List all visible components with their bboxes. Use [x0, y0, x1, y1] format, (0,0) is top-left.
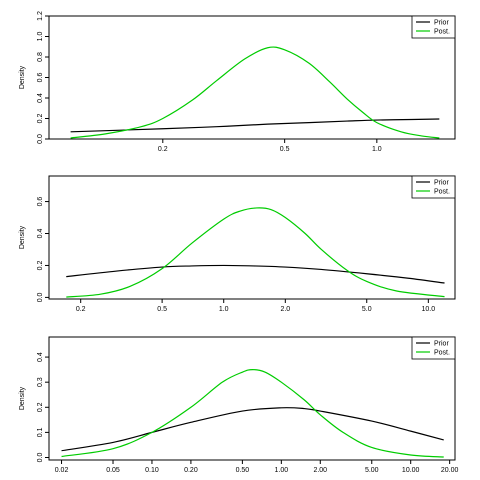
x-tick-label: 1.0 — [372, 146, 382, 153]
x-tick-label: 0.50 — [236, 467, 250, 474]
series-line-prior — [66, 264, 445, 284]
y-tick-label: 0.3 — [37, 377, 44, 387]
y-tick-label: 0.2 — [37, 114, 44, 124]
series-line-prior — [70, 118, 440, 133]
legend-label: Prior — [434, 20, 449, 27]
chart-panel-2: 0.2 0.5 1.0 2.0 5.0 10.0 0.0 0.2 0.4 0.6 Density Pr… — [19, 175, 456, 313]
legend-label: Prior — [434, 341, 449, 348]
x-tick-label: 0.5 — [157, 306, 167, 313]
series-line-post — [61, 369, 444, 458]
y-tick-label: 0.0 — [37, 134, 44, 144]
y-tick-label: 0.6 — [37, 73, 44, 83]
x-tick-label: 0.02 — [55, 467, 69, 474]
y-tick-label: 0.1 — [37, 427, 44, 437]
x-tick-label: 10.00 — [402, 467, 420, 474]
x-tick-label: 20.00 — [441, 467, 459, 474]
x-tick-label: 1.0 — [219, 306, 229, 313]
chart-panel-1: 0.2 0.5 1.0 0.0 0.2 0.4 0.6 0.8 1.0 1.2 Density Pri… — [19, 11, 456, 153]
legend: Prior Post. — [411, 175, 456, 199]
y-tick-label: 0.6 — [37, 197, 44, 207]
y-axis-title: Density — [19, 65, 26, 89]
plot-frame — [48, 15, 456, 140]
x-tick-label: 0.5 — [280, 146, 290, 153]
legend-label: Prior — [434, 180, 449, 187]
y-tick-label: 0.4 — [37, 352, 44, 362]
x-tick-label: 0.05 — [106, 467, 120, 474]
y-tick-label: 0.2 — [37, 402, 44, 412]
legend-label: Post. — [434, 29, 450, 36]
y-tick-label: 0.2 — [37, 260, 44, 270]
y-tick-label: 0.8 — [37, 52, 44, 62]
x-tick-label: 5.00 — [365, 467, 379, 474]
x-tick-label: 1.00 — [275, 467, 289, 474]
chart-panel-3: 0.02 0.05 0.10 0.20 0.50 1.00 2.00 5.00 10.00 20.… — [19, 336, 459, 474]
plot-frame — [48, 336, 456, 461]
x-tick-label: 0.20 — [184, 467, 198, 474]
x-tick-label: 2.0 — [280, 306, 290, 313]
legend-label: Post. — [434, 189, 450, 196]
x-tick-label: 2.00 — [313, 467, 327, 474]
series-line-prior — [61, 407, 444, 452]
x-tick-label: 5.0 — [362, 306, 372, 313]
y-axis-title: Density — [19, 386, 26, 410]
y-tick-label: 1.2 — [37, 11, 44, 21]
y-tick-label: 0.4 — [37, 93, 44, 103]
series-line-post — [70, 46, 440, 139]
legend: Prior Post. — [411, 336, 456, 360]
x-tick-label: 0.10 — [145, 467, 159, 474]
x-tick-label: 0.2 — [158, 146, 168, 153]
y-tick-label: 0.0 — [37, 292, 44, 302]
x-tick-label: 0.2 — [76, 306, 86, 313]
y-tick-label: 0.0 — [37, 453, 44, 463]
legend-label: Post. — [434, 350, 450, 357]
legend: Prior Post. — [411, 15, 456, 39]
series-line-post — [66, 207, 445, 298]
y-tick-label: 0.4 — [37, 229, 44, 239]
plot-frame — [48, 175, 456, 300]
y-tick-label: 1.0 — [37, 32, 44, 42]
x-tick-label: 10.0 — [422, 306, 436, 313]
y-axis-title: Density — [19, 225, 26, 249]
